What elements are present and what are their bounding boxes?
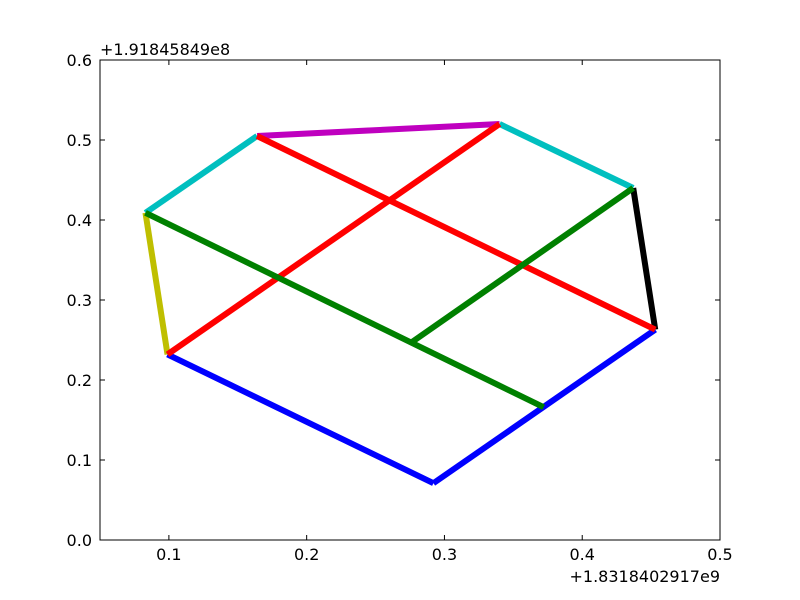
segments-layer <box>142 121 659 486</box>
y-tick-label: 0.4 <box>67 211 92 230</box>
segment-2 <box>142 212 171 355</box>
plot-area <box>100 60 720 540</box>
y-offset-label: +1.91845849e8 <box>100 40 230 59</box>
y-axis: 0.0 0.1 0.2 0.3 0.4 0.5 0.6 <box>67 51 720 550</box>
x-tick-label: 0.5 <box>707 545 732 564</box>
x-tick-label: 0.3 <box>432 545 457 564</box>
segment-9 <box>144 210 545 410</box>
segment-5 <box>498 121 635 191</box>
segment-0 <box>166 351 435 486</box>
x-tick-label: 0.2 <box>294 545 319 564</box>
segment-10 <box>409 185 635 345</box>
segment-7 <box>165 121 502 357</box>
x-axis: 0.1 0.2 0.3 0.4 0.5 <box>156 60 733 564</box>
x-tick-label: 0.4 <box>569 545 594 564</box>
y-tick-label: 0.2 <box>67 371 92 390</box>
segment-1 <box>431 327 657 486</box>
x-tick-label: 0.1 <box>156 545 181 564</box>
y-tick-label: 0.0 <box>67 531 92 550</box>
segment-8 <box>255 133 657 333</box>
segment-4 <box>256 121 500 139</box>
y-tick-label: 0.3 <box>67 291 92 310</box>
segment-6 <box>630 187 659 331</box>
x-offset-label: +1.8318402917e9 <box>570 567 721 586</box>
y-tick-label: 0.5 <box>67 131 92 150</box>
y-tick-label: 0.1 <box>67 451 92 470</box>
segment-3 <box>143 133 259 216</box>
y-tick-label: 0.6 <box>67 51 92 70</box>
